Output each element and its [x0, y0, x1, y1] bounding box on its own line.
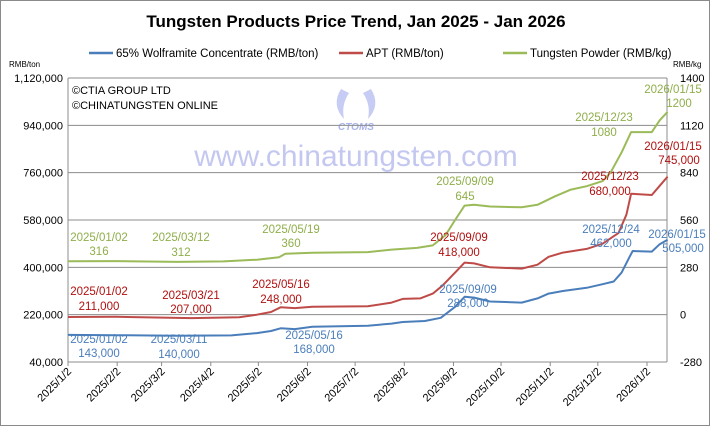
data-label-date: 2025/03/11 [151, 334, 208, 346]
x-tick-label: 2025/10/2 [464, 366, 507, 409]
x-tick-label: 2025/11/2 [514, 366, 557, 409]
data-label-date: 2025/05/19 [262, 224, 320, 236]
data-label-value: 168,000 [293, 344, 335, 356]
y-left-tick-label: 580,000 [23, 215, 63, 227]
data-label-date: 2025/01/02 [70, 232, 128, 244]
x-tick-label: 2025/4/2 [178, 366, 217, 405]
x-tick-label: 2025/1/2 [35, 366, 74, 405]
data-label-date: 2026/01/15 [644, 141, 702, 153]
data-label-date: 2025/05/16 [285, 330, 343, 342]
legend-label: Tungsten Powder (RMB/kg) [530, 48, 672, 60]
copyright-line: ©CTIA GROUP LTD [72, 85, 171, 97]
y-left-tick-label: 760,000 [23, 168, 63, 180]
y-right-tick-label: -280 [680, 357, 702, 369]
data-label-date: 2025/09/09 [439, 284, 497, 296]
y-right-tick-label: 1400 [680, 73, 704, 85]
y-right-tick-label: 840 [680, 168, 698, 180]
y-right-unit-label: RMB/kg [673, 60, 701, 69]
data-label-value: 248,000 [260, 294, 302, 306]
data-label-value: 360 [281, 238, 300, 250]
data-label-value: 645 [455, 191, 474, 203]
x-tick-label: 2025/2/2 [85, 366, 124, 405]
data-label-date: 2025/03/12 [152, 232, 210, 244]
y-left-tick-label: 940,000 [23, 120, 63, 132]
data-label-date: 2025/12/23 [581, 171, 639, 183]
data-label-value: 211,000 [79, 301, 120, 313]
legend-label: 65% Wolframite Concentrate (RMB/ton) [116, 48, 319, 60]
data-label-value: 143,000 [78, 348, 120, 360]
watermark-url: www.chinatungsten.com [193, 140, 518, 173]
data-label-value: 316 [89, 246, 108, 258]
series-line-1 [67, 175, 669, 320]
x-tick-label: 2025/9/2 [421, 366, 460, 405]
data-label-value: 312 [171, 247, 190, 259]
data-label-value: 288,000 [447, 298, 489, 310]
y-right-tick-label: 0 [680, 310, 686, 322]
data-label-value: 745,000 [658, 155, 700, 167]
x-tick-label: 2026/1/2 [614, 366, 653, 405]
data-label-value: 207,000 [170, 304, 212, 316]
data-label-date: 2025/05/16 [252, 279, 310, 291]
data-label-date: 2025/09/09 [436, 176, 494, 188]
x-tick-label: 2025/5/2 [226, 366, 265, 405]
data-label-date: 2025/12/23 [575, 112, 633, 124]
data-label-value: 680,000 [589, 186, 631, 198]
y-left-tick-label: 400,000 [23, 262, 63, 274]
x-tick-label: 2025/3/2 [129, 366, 168, 405]
legend-label: APT (RMB/ton) [366, 48, 444, 60]
data-label-value: 1200 [666, 98, 692, 110]
data-label-value: 418,000 [438, 247, 480, 259]
x-tick-label: 2025/12/2 [561, 366, 604, 409]
data-label-value: 1080 [591, 127, 617, 139]
data-label-date: 2025/01/02 [70, 334, 128, 346]
y-right-tick-label: 280 [680, 262, 698, 274]
data-label-value: 140,000 [158, 349, 200, 361]
watermark-logo-text: CTOMS [338, 122, 374, 133]
series-line-2 [67, 111, 669, 263]
data-label-date: 2025/03/21 [162, 290, 220, 302]
data-label-value: 462,000 [590, 238, 632, 250]
data-label-date: 2025/09/09 [430, 232, 488, 244]
watermark-logo-icon [336, 89, 376, 119]
data-label-date: 2026/01/15 [644, 84, 702, 96]
x-tick-label: 2025/7/2 [322, 366, 361, 405]
data-label-date: 2026/01/15 [648, 229, 706, 241]
copyright-line: ©CHINATUNGSTEN ONLINE [72, 100, 218, 112]
y-right-tick-label: 1120 [680, 120, 704, 132]
y-left-unit-label: RMB/ton [9, 60, 40, 69]
x-tick-label: 2025/6/2 [275, 366, 314, 405]
x-tick-label: 2025/8/2 [372, 366, 411, 405]
data-label-date: 2025/01/02 [70, 286, 128, 298]
y-right-tick-label: 560 [680, 215, 698, 227]
y-left-tick-label: 220,000 [23, 310, 63, 322]
chart-title: Tungsten Products Price Trend, Jan 2025 … [146, 12, 565, 31]
series-line-0 [67, 238, 669, 337]
y-left-tick-label: 1,120,000 [14, 73, 63, 85]
data-label-date: 2025/12/24 [582, 224, 640, 236]
y-left-tick-label: 40,000 [29, 357, 63, 369]
data-label-value: 505,000 [662, 243, 704, 255]
